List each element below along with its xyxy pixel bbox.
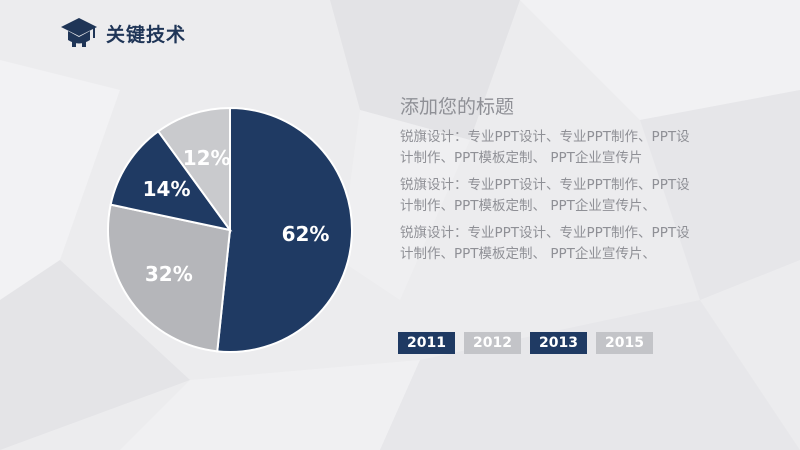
pie-chart: 62% 32% 14% 12% <box>100 100 360 360</box>
pie-slice-1 <box>216 106 353 353</box>
year-tab-2013[interactable]: 2013 <box>530 332 587 354</box>
pie-slice-label-3: 14% <box>142 176 191 201</box>
graduation-cap-icon <box>61 18 97 47</box>
year-tab-2011[interactable]: 2011 <box>398 332 455 354</box>
content-column: 添加您的标题 锐旗设计：专业PPT设计、专业PPT制作、PPT设计制作、PPT模… <box>400 92 690 271</box>
year-tab-2012[interactable]: 2012 <box>464 332 521 354</box>
year-tab-2015[interactable]: 2015 <box>596 332 653 354</box>
pie-slice-3 <box>109 129 233 232</box>
pie-chart-svg <box>107 106 353 353</box>
pie-slice-label-2: 32% <box>144 262 193 287</box>
page-title: 关键技术 <box>106 23 187 46</box>
pie-slice-label-1: 62% <box>281 221 330 246</box>
content-heading: 添加您的标题 <box>400 96 515 118</box>
header: 关键技术 <box>60 16 186 50</box>
year-tabs: 2011 2012 2013 2015 <box>398 332 662 354</box>
content-paragraph-3: 锐旗设计：专业PPT设计、专业PPT制作、PPT设计制作、PPT模板定制、 PP… <box>400 225 690 262</box>
pie-slice-label-4: 12% <box>182 146 231 171</box>
content-paragraph-1: 锐旗设计：专业PPT设计、专业PPT制作、PPT设计制作、PPT模板定制、 PP… <box>400 129 690 166</box>
pie-slice-2 <box>107 203 232 353</box>
content-paragraph-2: 锐旗设计：专业PPT设计、专业PPT制作、PPT设计制作、PPT模板定制、 PP… <box>400 177 690 214</box>
pie-slice-4 <box>156 106 231 234</box>
